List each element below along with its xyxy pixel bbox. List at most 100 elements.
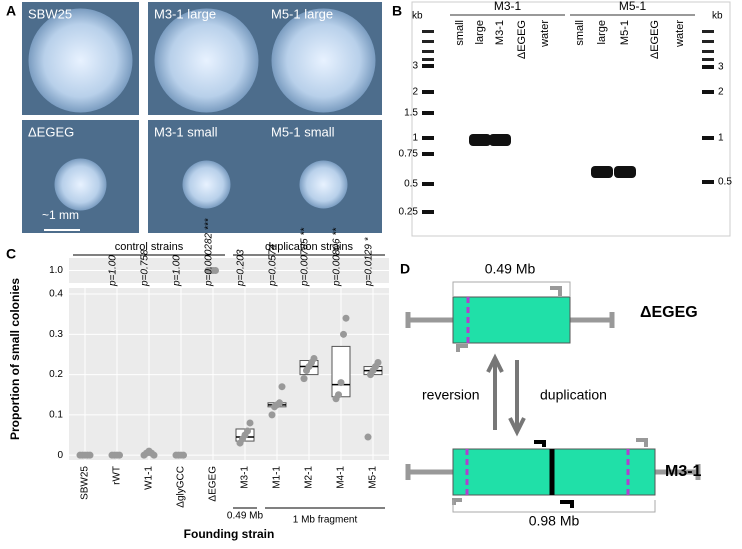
ladder-band bbox=[422, 152, 434, 156]
ladder-band bbox=[422, 40, 434, 43]
band bbox=[614, 166, 636, 178]
y-tick-label: 0.3 bbox=[49, 329, 63, 340]
band bbox=[469, 134, 491, 146]
ladder-band bbox=[702, 58, 714, 61]
lane-label: small bbox=[454, 20, 466, 46]
panel-label: A bbox=[6, 3, 16, 19]
ladder-band bbox=[422, 50, 434, 53]
ladder-band bbox=[702, 136, 714, 140]
colony bbox=[28, 8, 133, 113]
tile-label: SBW25 bbox=[28, 6, 72, 21]
group-label: control strains bbox=[115, 241, 184, 253]
x-tick-label: M3-1 bbox=[240, 466, 251, 489]
lane-label: water bbox=[539, 20, 551, 48]
ladder-band bbox=[702, 50, 714, 53]
ladder-band bbox=[702, 180, 714, 184]
y-tick-label: 0 bbox=[57, 450, 63, 461]
ladder-label: 3 bbox=[718, 62, 724, 73]
group-label: M3-1 bbox=[494, 0, 522, 13]
lane-label: water bbox=[674, 20, 686, 48]
point bbox=[340, 330, 347, 338]
ladder-band bbox=[422, 210, 434, 214]
ladder-label: 0.5 bbox=[404, 179, 418, 190]
colony bbox=[154, 8, 259, 113]
band bbox=[591, 166, 613, 178]
y-tick-label: 1.0 bbox=[49, 265, 63, 276]
lane-label: M5-1 bbox=[619, 20, 631, 45]
ladder-label: 0.25 bbox=[399, 207, 419, 218]
point bbox=[268, 411, 276, 419]
p-value: p=1.00 bbox=[172, 255, 183, 287]
tile-label: ΔEGEG bbox=[28, 124, 74, 139]
point bbox=[310, 354, 318, 362]
p-value: p=1.00 bbox=[108, 255, 119, 287]
group-label: duplication strains bbox=[265, 241, 354, 253]
ladder-band bbox=[422, 58, 434, 61]
flank bbox=[405, 312, 615, 328]
lane-label: ΔEGEG bbox=[516, 20, 528, 59]
p-value: p=0.758 bbox=[140, 249, 151, 287]
point bbox=[86, 451, 94, 459]
tile-label: M3-1 small bbox=[154, 124, 218, 139]
ladder-band bbox=[422, 182, 434, 186]
p-value: p=0.0129 * bbox=[364, 236, 375, 287]
colony bbox=[182, 160, 231, 209]
ladder-label: 3 bbox=[412, 61, 418, 72]
colony bbox=[299, 160, 348, 209]
primer bbox=[534, 440, 574, 508]
ladder-band bbox=[422, 136, 434, 140]
x-tick-label: M4-1 bbox=[336, 466, 347, 489]
point bbox=[244, 427, 251, 435]
bracket bbox=[452, 500, 656, 513]
tile-label: M5-1 small bbox=[271, 124, 335, 139]
unit: kb bbox=[412, 11, 423, 22]
ladder-label: 2 bbox=[718, 87, 724, 98]
ladder-band bbox=[702, 65, 714, 69]
p-value: p=0.00785 ** bbox=[300, 227, 311, 287]
unit: kb bbox=[712, 11, 723, 22]
point bbox=[150, 451, 158, 459]
strain-label: ΔEGEG bbox=[640, 304, 698, 321]
point bbox=[116, 451, 123, 459]
ladder-label: 1 bbox=[718, 133, 724, 144]
lane-label: large bbox=[474, 20, 486, 44]
ladder-label: 0.5 bbox=[718, 177, 732, 188]
ladder-label: 1 bbox=[412, 133, 418, 144]
ladder-label: 0.75 bbox=[399, 149, 419, 160]
tile-label: M5-1 large bbox=[271, 6, 333, 21]
flank bbox=[405, 464, 701, 480]
ladder-band bbox=[422, 111, 434, 115]
ladder-band bbox=[702, 30, 714, 33]
ladder-band bbox=[702, 90, 714, 94]
y-tick-label: 0.2 bbox=[49, 369, 63, 380]
size-label: 0.98 Mb bbox=[529, 513, 580, 529]
lane-label: M3-1 bbox=[494, 20, 506, 45]
x-tick-label: M1-1 bbox=[272, 466, 283, 489]
bracket bbox=[452, 281, 571, 296]
colony bbox=[54, 158, 107, 211]
panel-b: kb kb M3-1 M5-1 small large M3-1 ΔEGEG water smal… bbox=[399, 0, 732, 237]
gel bbox=[411, 1, 731, 237]
y-axis-label: Proportion of small colonies bbox=[8, 278, 22, 440]
strain-label: M3-1 bbox=[665, 463, 702, 480]
ladder-label: 1.5 bbox=[404, 108, 418, 119]
panel-a: SBW25 M3-1 large M5-1 large ΔEGEG M3-1 small… bbox=[22, 2, 382, 233]
box bbox=[331, 345, 351, 398]
group-label: 0.49 Mb bbox=[227, 511, 264, 522]
x-tick-label: W1-1 bbox=[144, 466, 155, 490]
ladder-band bbox=[422, 90, 434, 94]
panel-d: 0.49 Mb ΔEGEG reversion duplication M3-1… bbox=[405, 261, 702, 529]
panel-label: C bbox=[6, 246, 16, 262]
size-label: 0.49 Mb bbox=[485, 261, 536, 277]
point bbox=[300, 375, 308, 383]
point bbox=[342, 314, 350, 322]
y-tick-label: 0.4 bbox=[49, 289, 63, 300]
ladder-label: 2 bbox=[412, 87, 418, 98]
point bbox=[180, 451, 187, 459]
primer bbox=[452, 438, 648, 505]
point bbox=[335, 391, 342, 399]
point bbox=[212, 267, 219, 274]
p-value: p=0.00806 ** bbox=[332, 227, 343, 287]
tile-label: M3-1 large bbox=[154, 6, 216, 21]
